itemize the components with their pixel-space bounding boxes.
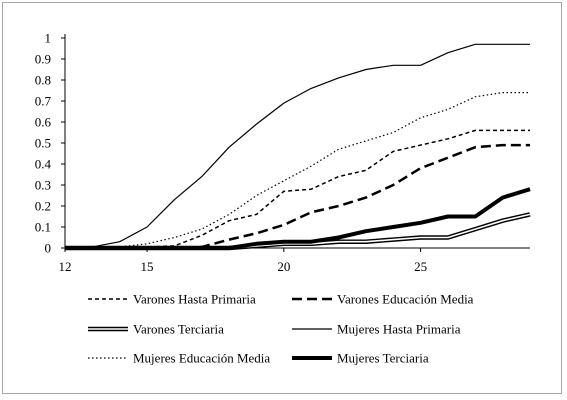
legend-label: Mujeres Hasta Primaria: [337, 322, 461, 337]
series-line-mujeres-educacion-media: [65, 92, 530, 249]
x-tick-label: 25: [414, 259, 427, 274]
y-tick-label: 0.1: [35, 220, 51, 235]
y-tick-label: 1: [45, 31, 52, 46]
legend-item-mujeres-hasta-primaria: Mujeres Hasta Primaria: [292, 322, 461, 337]
axes: 0 0.1 0.2 0.3 0.4 0.5 0.6 0.7 0.8 0.9 1 12 15 20 25: [35, 31, 530, 274]
y-tick-label: 0.9: [35, 52, 51, 67]
legend-item-mujeres-terciaria: Mujeres Terciaria: [292, 351, 429, 366]
series-line-varones-hasta-primaria: [65, 129, 530, 249]
series-line-mujeres-hasta-primaria: [64, 43, 530, 249]
legend: Varones Hasta Primaria Varones Educación …: [88, 292, 474, 366]
y-tick-label: 0.8: [35, 73, 51, 88]
legend-label: Varones Terciaria: [133, 322, 224, 337]
series-line-mujeres-terciaria-path: [65, 187, 531, 250]
legend-item-varones-terciaria: Varones Terciaria: [88, 322, 224, 337]
series-lines: [64, 43, 531, 251]
legend-label: Mujeres Educación Media: [133, 351, 270, 366]
legend-label: Varones Hasta Primaria: [133, 292, 256, 307]
y-tick-label: 0.7: [35, 94, 52, 109]
legend-label: Mujeres Terciaria: [337, 351, 429, 366]
y-tick-label: 0.5: [35, 136, 51, 151]
x-tick-label: 20: [277, 259, 290, 274]
legend-item-varones-hasta-primaria: Varones Hasta Primaria: [88, 292, 256, 307]
x-tick-label: 12: [59, 259, 72, 274]
y-tick-label: 0.2: [35, 199, 51, 214]
x-tick-label: 15: [141, 259, 154, 274]
legend-item-varones-educacion-media: Varones Educación Media: [292, 292, 474, 307]
legend-label: Varones Educación Media: [337, 292, 474, 307]
y-tick-label: 0.4: [35, 157, 52, 172]
series-line-mujeres-educacion-media-path: [65, 92, 530, 249]
y-tick-label: 0: [45, 241, 52, 256]
y-tick-label: 0.6: [35, 115, 52, 130]
series-line-mujeres-hasta-primaria-path: [64, 43, 530, 249]
series-line-mujeres-terciaria: [65, 187, 531, 250]
y-tick-label: 0.3: [35, 178, 51, 193]
series-line-varones-hasta-primaria-path: [65, 129, 530, 249]
legend-item-mujeres-educacion-media: Mujeres Educación Media: [88, 351, 270, 366]
